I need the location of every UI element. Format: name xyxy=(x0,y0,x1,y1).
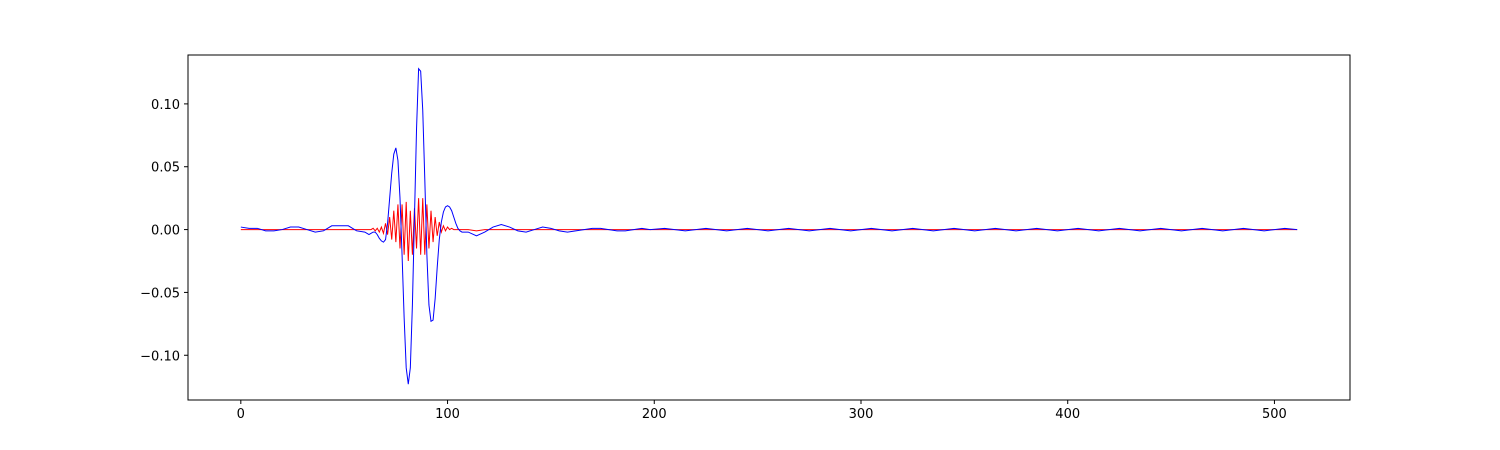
y-tick-label: 0.10 xyxy=(151,98,180,113)
y-tick-label: −0.05 xyxy=(140,286,180,301)
x-tick-label: 0 xyxy=(237,407,245,422)
x-tick-label: 500 xyxy=(1262,407,1287,422)
y-tick-label: 0.05 xyxy=(151,161,180,176)
series-line xyxy=(240,198,1298,262)
x-tick-label: 400 xyxy=(1055,407,1080,422)
y-tick-label: −0.10 xyxy=(140,349,180,364)
series-line xyxy=(240,67,1298,385)
y-tick-label: 0.00 xyxy=(151,224,180,239)
x-tick-label: 300 xyxy=(849,407,874,422)
x-tick-label: 200 xyxy=(642,407,667,422)
plot-frame xyxy=(187,54,1351,401)
x-tick-label: 100 xyxy=(435,407,460,422)
